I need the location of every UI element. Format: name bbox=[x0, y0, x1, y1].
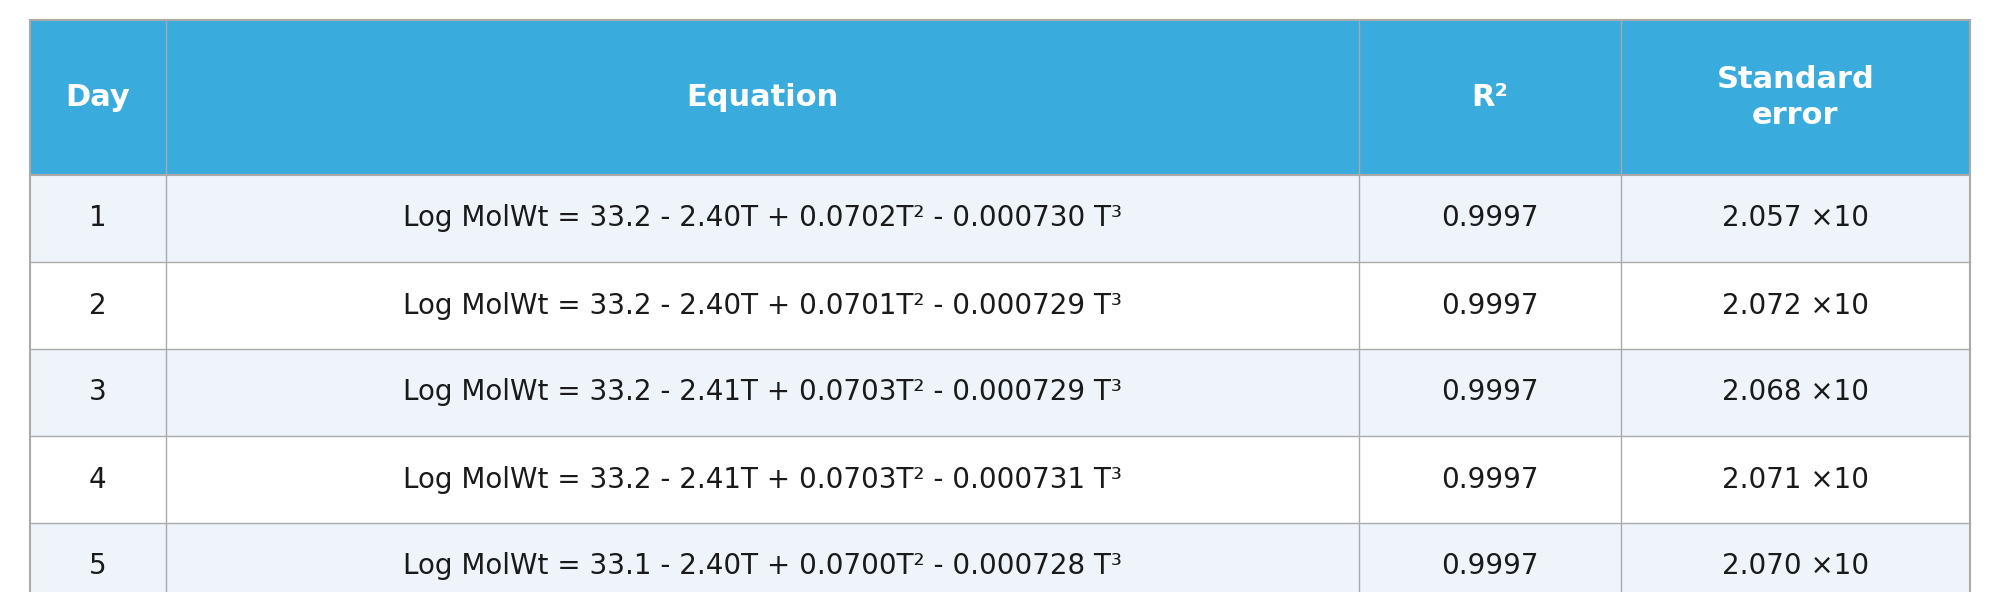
Text: 0.9997: 0.9997 bbox=[1442, 204, 1538, 233]
Bar bbox=[1358, 262, 1620, 349]
Text: Equation: Equation bbox=[686, 83, 838, 112]
Text: 5: 5 bbox=[90, 552, 106, 581]
Bar bbox=[30, 20, 166, 175]
Text: 2: 2 bbox=[90, 291, 106, 320]
Bar bbox=[166, 20, 1358, 175]
Text: 2.071 ×10: 2.071 ×10 bbox=[1722, 465, 1868, 494]
Bar bbox=[30, 262, 166, 349]
Text: R²: R² bbox=[1472, 83, 1508, 112]
Text: 3: 3 bbox=[90, 378, 106, 407]
Bar bbox=[1358, 523, 1620, 592]
Text: 0.9997: 0.9997 bbox=[1442, 552, 1538, 581]
Text: 0.9997: 0.9997 bbox=[1442, 378, 1538, 407]
Text: Log MolWt = 33.2 - 2.41T + 0.0703T² - 0.000729 T³: Log MolWt = 33.2 - 2.41T + 0.0703T² - 0.… bbox=[402, 378, 1122, 407]
Bar bbox=[1620, 523, 1970, 592]
Text: 1: 1 bbox=[90, 204, 106, 233]
Text: Log MolWt = 33.2 - 2.40T + 0.0701T² - 0.000729 T³: Log MolWt = 33.2 - 2.40T + 0.0701T² - 0.… bbox=[402, 291, 1122, 320]
Bar bbox=[30, 436, 166, 523]
Bar bbox=[166, 523, 1358, 592]
Text: Log MolWt = 33.2 - 2.41T + 0.0703T² - 0.000731 T³: Log MolWt = 33.2 - 2.41T + 0.0703T² - 0.… bbox=[402, 465, 1122, 494]
Bar bbox=[1620, 349, 1970, 436]
Bar bbox=[1620, 20, 1970, 175]
Bar bbox=[1358, 349, 1620, 436]
Text: 4: 4 bbox=[90, 465, 106, 494]
Text: 2.072 ×10: 2.072 ×10 bbox=[1722, 291, 1868, 320]
Bar bbox=[1358, 20, 1620, 175]
Bar bbox=[1620, 436, 1970, 523]
Text: 0.9997: 0.9997 bbox=[1442, 291, 1538, 320]
Bar bbox=[166, 349, 1358, 436]
Text: Log MolWt = 33.2 - 2.40T + 0.0702T² - 0.000730 T³: Log MolWt = 33.2 - 2.40T + 0.0702T² - 0.… bbox=[402, 204, 1122, 233]
Bar bbox=[1620, 262, 1970, 349]
Bar bbox=[166, 262, 1358, 349]
Bar bbox=[30, 349, 166, 436]
Text: 2.070 ×10: 2.070 ×10 bbox=[1722, 552, 1868, 581]
Text: Standard
error: Standard error bbox=[1716, 65, 1874, 130]
Text: 0.9997: 0.9997 bbox=[1442, 465, 1538, 494]
Bar bbox=[1358, 175, 1620, 262]
Bar bbox=[166, 175, 1358, 262]
Text: 2.068 ×10: 2.068 ×10 bbox=[1722, 378, 1868, 407]
Bar bbox=[30, 175, 166, 262]
Text: Log MolWt = 33.1 - 2.40T + 0.0700T² - 0.000728 T³: Log MolWt = 33.1 - 2.40T + 0.0700T² - 0.… bbox=[402, 552, 1122, 581]
Bar bbox=[30, 523, 166, 592]
Bar bbox=[1620, 175, 1970, 262]
Bar bbox=[166, 436, 1358, 523]
Text: Day: Day bbox=[66, 83, 130, 112]
Text: 2.057 ×10: 2.057 ×10 bbox=[1722, 204, 1868, 233]
Bar bbox=[1358, 436, 1620, 523]
